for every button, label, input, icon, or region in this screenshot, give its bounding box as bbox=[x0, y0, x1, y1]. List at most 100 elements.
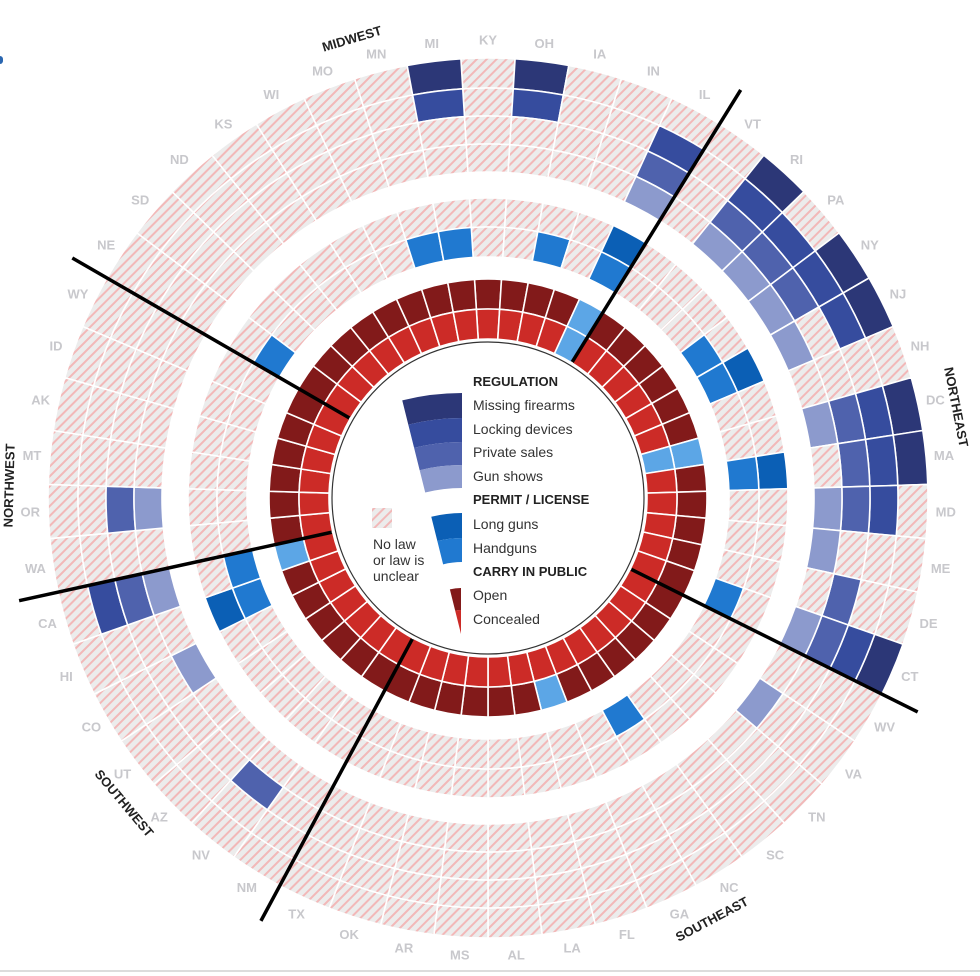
region-dividers bbox=[18, 88, 919, 922]
legend-swatch-private-sales bbox=[414, 442, 462, 471]
state-label-ri: RI bbox=[790, 152, 803, 167]
cell-locking-devices-al bbox=[487, 876, 540, 909]
state-label-id: ID bbox=[50, 338, 63, 353]
cell-locking-devices-mt bbox=[77, 434, 112, 488]
state-label-mn: MN bbox=[366, 46, 386, 61]
state-label-ia: IA bbox=[593, 46, 607, 61]
cell-missing-firearms-ky bbox=[460, 57, 516, 90]
state-label-tn: TN bbox=[808, 809, 825, 824]
state-label-nj: NJ bbox=[890, 286, 907, 301]
bottom-divider bbox=[0, 970, 980, 972]
cell-open-mi bbox=[446, 278, 478, 314]
state-label-wi: WI bbox=[263, 87, 279, 102]
cell-handguns-mi bbox=[437, 226, 475, 263]
state-label-mi: MI bbox=[424, 36, 438, 51]
state-label-ok: OK bbox=[339, 927, 359, 942]
region-divider-northwest bbox=[18, 530, 333, 603]
cell-long-guns-al bbox=[487, 766, 526, 799]
cell-handguns-ma bbox=[725, 455, 760, 492]
cell-gun-shows-ma bbox=[809, 442, 843, 489]
cell-handguns-al bbox=[487, 736, 523, 770]
state-label-co: CO bbox=[82, 720, 102, 735]
cell-long-guns-mt bbox=[187, 451, 222, 491]
legend-swatch-missing-firearms bbox=[402, 393, 462, 425]
cell-open-ms bbox=[460, 684, 489, 718]
state-label-wa: WA bbox=[25, 561, 47, 576]
state-label-sd: SD bbox=[131, 193, 149, 208]
cell-long-guns-mi bbox=[431, 197, 473, 233]
state-label-ak: AK bbox=[31, 393, 50, 408]
legend-swatch-no-law bbox=[372, 508, 392, 528]
cell-concealed-or bbox=[298, 491, 331, 517]
state-label-wy: WY bbox=[68, 286, 89, 301]
state-label-pa: PA bbox=[827, 193, 845, 208]
region-divider-southeast bbox=[630, 567, 919, 714]
cell-open-ky bbox=[473, 278, 503, 311]
cell-concealed-ky bbox=[475, 308, 501, 341]
cell-concealed-al bbox=[487, 654, 513, 688]
state-labels: KY OH IA IN IL VT RI PA NY NJ NH DC MA MD ME DE CT WV VA TN… bbox=[20, 33, 955, 963]
state-label-me: ME bbox=[931, 561, 951, 576]
cell-locking-devices-ky bbox=[461, 87, 515, 118]
state-label-ny: NY bbox=[861, 238, 879, 253]
state-label-wv: WV bbox=[874, 720, 895, 735]
cell-handguns-md bbox=[727, 488, 760, 524]
cell-locking-devices-ms bbox=[436, 876, 489, 909]
cell-private-sales-md bbox=[839, 485, 871, 535]
cell-long-guns-ma bbox=[754, 451, 789, 491]
cell-long-guns-or bbox=[187, 487, 220, 527]
state-label-tx: TX bbox=[288, 907, 305, 922]
state-label-de: DE bbox=[919, 616, 937, 631]
state-label-md: MD bbox=[936, 505, 956, 520]
cell-handguns-ky bbox=[470, 226, 506, 259]
legend-swatch-gun-shows bbox=[419, 465, 462, 493]
cell-missing-firearms-md bbox=[895, 483, 929, 540]
cell-gun-shows-al bbox=[487, 820, 533, 853]
cell-locking-devices-or bbox=[77, 484, 109, 537]
cell-concealed-ma bbox=[644, 468, 678, 494]
legend-swatch-concealed bbox=[455, 610, 461, 634]
cell-missing-firearms-or bbox=[47, 483, 81, 540]
cell-handguns-ms bbox=[453, 736, 489, 770]
state-label-ky: KY bbox=[479, 33, 497, 48]
cell-private-sales-mt bbox=[105, 438, 140, 488]
state-label-fl: FL bbox=[619, 927, 635, 942]
edge-marker bbox=[0, 56, 3, 64]
state-label-nc: NC bbox=[720, 880, 739, 895]
state-label-la: LA bbox=[563, 941, 581, 956]
cell-open-or bbox=[268, 490, 301, 520]
cell-handguns-la bbox=[516, 730, 556, 768]
region-label-northwest: NORTHWEST bbox=[1, 443, 18, 527]
state-label-va: VA bbox=[845, 767, 863, 782]
cell-gun-shows-me bbox=[805, 527, 842, 575]
state-label-or: OR bbox=[20, 505, 40, 520]
region-divider-northeast bbox=[570, 88, 743, 363]
cell-gun-shows-oh bbox=[507, 143, 554, 179]
cell-gun-shows-ms bbox=[443, 820, 489, 853]
state-label-al: AL bbox=[508, 948, 525, 963]
state-label-az: AZ bbox=[151, 809, 168, 824]
state-label-oh: OH bbox=[535, 36, 555, 51]
state-label-nh: NH bbox=[911, 338, 930, 353]
state-label-ut: UT bbox=[114, 767, 131, 782]
region-divider-southwest bbox=[259, 638, 414, 922]
cell-missing-firearms-al bbox=[487, 903, 543, 939]
region-divider-midwest bbox=[71, 256, 351, 420]
state-label-ca: CA bbox=[38, 616, 57, 631]
cell-handguns-or bbox=[216, 488, 249, 524]
cell-private-sales-ms bbox=[440, 848, 489, 881]
state-label-ga: GA bbox=[670, 907, 690, 922]
cell-open-md bbox=[675, 490, 708, 520]
cell-private-sales-ky bbox=[463, 115, 513, 146]
state-label-nv: NV bbox=[192, 847, 210, 862]
cell-locking-devices-ma bbox=[864, 434, 899, 488]
cell-concealed-mi bbox=[452, 308, 480, 343]
legend-swatches bbox=[372, 393, 462, 634]
cell-long-guns-ms bbox=[450, 766, 489, 799]
state-label-ma: MA bbox=[934, 448, 955, 463]
legend-swatch-locking-devices bbox=[408, 418, 462, 448]
state-label-in: IN bbox=[647, 63, 660, 78]
region-label-northeast: NORTHEAST bbox=[941, 366, 971, 448]
legend-swatch-long-guns bbox=[431, 513, 462, 542]
state-label-ct: CT bbox=[901, 669, 918, 684]
